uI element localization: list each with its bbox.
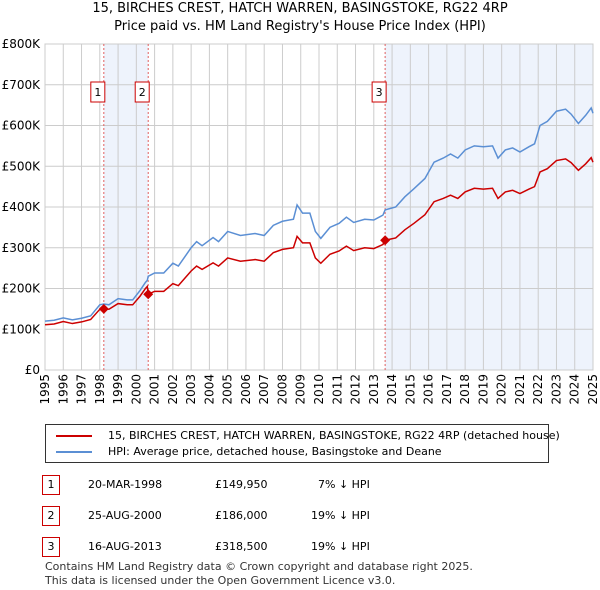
sale-row: 2 25-AUG-2000 £186,000 19% ↓ HPI [0,506,600,526]
sale-date: 25-AUG-2000 [88,509,162,522]
legend-swatch-price [56,434,92,437]
sale-hpi-diff: 7% ↓ HPI [318,478,370,491]
x-tick-label: 1995 [38,374,52,405]
y-tick-label: £400K [2,200,42,214]
legend: 15, BIRCHES CREST, HATCH WARREN, BASINGS… [45,424,560,463]
sale-label-box [90,81,106,103]
sale-date: 16-AUG-2013 [88,540,162,553]
sale-hpi-diff: 19% ↓ HPI [311,509,370,522]
legend-label: HPI: Average price, detached house, Basi… [108,445,442,458]
x-tick-label: 1997 [75,374,89,405]
y-tick-label: £300K [2,241,42,255]
x-tick-label: 1998 [93,374,107,405]
x-tick-label: 2025 [586,374,600,405]
x-tick-label: 2024 [568,374,582,405]
sale-point [143,289,154,300]
sale-label: 3 [376,86,383,99]
sale-price: £318,500 [215,540,268,553]
footer-copyright: Contains HM Land Registry data © Crown c… [45,560,473,573]
x-tick-label: 2006 [239,374,253,405]
sale-price: £149,950 [215,478,268,491]
line-chart: 1995 1996 1997 1998 1999 2000 2001 2002 2003 2004… [2,37,600,405]
x-tick-label: 2020 [495,374,509,405]
hpi-line [44,106,594,322]
x-tick-label: 1996 [56,374,70,405]
x-tick-label: 2003 [184,374,198,405]
sale-point [380,235,391,246]
y-tick-label: £800K [2,37,42,51]
x-tick-label: 2017 [440,374,454,405]
sale-row: 1 20-MAR-1998 £149,950 7% ↓ HPI [0,475,600,495]
sale-date: 20-MAR-1998 [88,478,163,491]
sale-point [98,303,109,314]
x-tick-label: 2018 [458,374,472,405]
y-tick-label: £0 [25,363,40,377]
legend-item-hpi: HPI: Average price, detached house, Basi… [56,445,442,458]
x-tick-label: 2012 [349,374,363,405]
y-tick-label: £200K [2,282,42,296]
sale-hpi-diff: 19% ↓ HPI [311,540,370,553]
x-tick-label: 2016 [422,374,436,405]
sale-label: 2 [139,86,146,99]
y-tick-label: £600K [2,119,42,133]
x-tick-label: 2013 [367,374,381,405]
sale-row: 3 16-AUG-2013 £318,500 19% ↓ HPI [0,537,600,557]
plot-border [44,43,594,371]
sale-label: 1 [94,86,101,99]
x-tick-label: 2019 [476,374,490,405]
x-tick-label: 2015 [403,374,417,405]
sale-label-box [371,81,387,103]
x-tick-label: 2002 [166,374,180,405]
footer-licence: This data is licensed under the Open Gov… [45,574,396,587]
sale-marker: 2 [42,506,60,526]
y-tick-label: £500K [2,159,42,173]
sale-marker: 3 [42,537,60,557]
price-paid-line [44,156,594,326]
x-tick-label: 2001 [148,374,162,405]
x-tick-label: 2004 [202,374,216,405]
x-tick-label: 2010 [312,374,326,405]
sale-price: £186,000 [215,509,268,522]
x-tick-label: 2014 [385,374,399,405]
legend-item-price: 15, BIRCHES CREST, HATCH WARREN, BASINGS… [56,429,560,442]
y-tick-label: £700K [2,78,42,92]
x-tick-label: 2009 [294,374,308,405]
sale-marker: 1 [42,475,60,495]
legend-label: 15, BIRCHES CREST, HATCH WARREN, BASINGS… [108,429,560,442]
legend-swatch-hpi [56,450,92,453]
chart-title: 15, BIRCHES CREST, HATCH WARREN, BASINGS… [92,1,508,16]
x-tick-label: 1999 [111,374,125,405]
sale-label-box [134,81,150,103]
x-tick-label: 2023 [549,374,563,405]
x-tick-label: 2008 [275,374,289,405]
y-tick-label: £100K [2,322,42,336]
x-tick-label: 2021 [513,374,527,405]
x-tick-label: 2000 [129,374,143,405]
x-tick-label: 2007 [257,374,271,405]
x-tick-label: 2022 [531,374,545,405]
x-tick-label: 2005 [221,374,235,405]
chart-subtitle: Price paid vs. HM Land Registry's House … [114,19,486,34]
x-tick-label: 2011 [330,374,344,405]
